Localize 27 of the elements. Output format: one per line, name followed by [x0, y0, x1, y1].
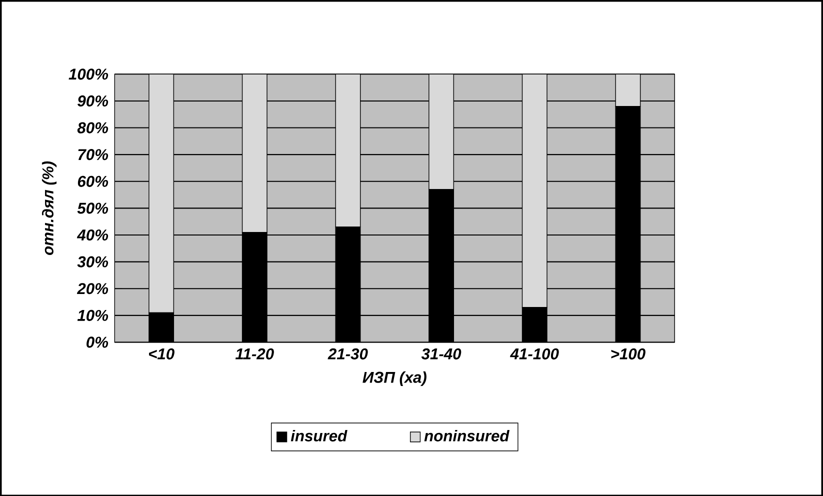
y-tick-label: 0%: [86, 336, 108, 348]
y-tick-label: 30%: [77, 256, 108, 268]
y-axis-title: отн.дял (%): [42, 161, 57, 255]
bar: [615, 74, 641, 106]
bar: [428, 74, 454, 190]
y-tick-label: 100%: [68, 68, 108, 80]
x-tick-label: 31-40: [421, 348, 462, 360]
x-tick-label: 41-100: [510, 348, 559, 360]
y-tick-label: 70%: [78, 148, 108, 160]
y-tick-label: 50%: [77, 202, 108, 214]
y-tick-label: 40%: [76, 229, 108, 240]
legend-label: insured: [290, 430, 348, 442]
y-tick-label: 60%: [78, 176, 108, 187]
x-tick-label: <10: [149, 348, 174, 360]
y-tick-label: 20%: [76, 282, 108, 294]
bar: [148, 74, 174, 313]
y-tick-label: 80%: [77, 122, 108, 134]
y-tick-label: 10%: [77, 310, 108, 321]
x-tick-label: 21-30: [328, 348, 368, 360]
legend-label: noninsured: [424, 430, 510, 442]
x-tick-label: >100: [611, 348, 646, 360]
bar: [522, 74, 548, 308]
x-tick-label: 11-20: [235, 348, 274, 360]
bar: [335, 74, 361, 228]
x-axis-title: ИЗП (ха): [362, 371, 426, 386]
y-tick-label: 90%: [78, 95, 108, 106]
bar: [242, 74, 268, 232]
